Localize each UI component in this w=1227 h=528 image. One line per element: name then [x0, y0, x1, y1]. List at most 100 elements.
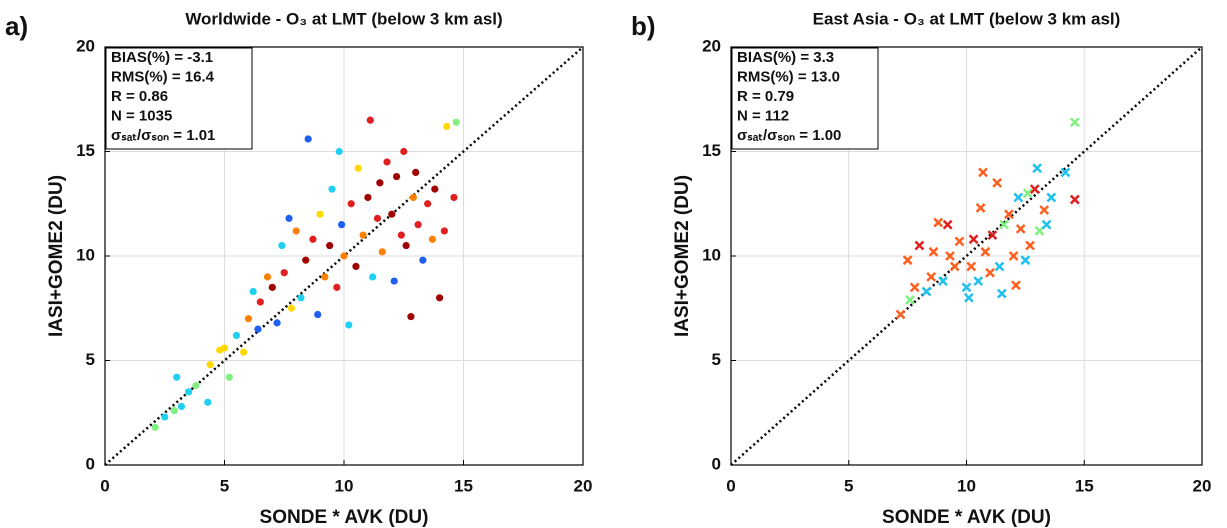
point	[1011, 280, 1021, 291]
point	[232, 331, 241, 340]
point	[902, 255, 913, 266]
point	[1029, 184, 1040, 195]
point	[938, 276, 948, 286]
x-tick-label: 0	[100, 476, 109, 495]
stats-line: BIAS(%) = 3.3	[737, 49, 834, 66]
point	[309, 235, 317, 243]
point	[335, 147, 343, 156]
point	[428, 235, 437, 243]
point	[1013, 192, 1024, 203]
point	[316, 210, 324, 218]
point	[240, 348, 248, 356]
point	[249, 287, 257, 296]
point	[431, 185, 439, 193]
point	[440, 227, 448, 235]
point	[1060, 167, 1071, 178]
point	[244, 315, 252, 323]
point	[407, 313, 415, 321]
point	[185, 388, 193, 396]
point	[292, 227, 300, 235]
point	[192, 381, 200, 390]
point	[895, 309, 906, 320]
point	[254, 325, 262, 333]
point	[390, 277, 398, 285]
y-tick-label: 20	[702, 36, 721, 55]
point	[412, 168, 420, 176]
point	[359, 231, 367, 239]
point	[151, 423, 159, 431]
y-tick-label: 15	[702, 141, 721, 160]
point	[909, 282, 920, 293]
point	[364, 193, 372, 202]
point	[273, 319, 281, 327]
stats-line: RMS(%) = 16.4	[111, 68, 215, 85]
point	[173, 373, 181, 381]
point	[1069, 117, 1080, 128]
y-tick-label: 5	[86, 350, 95, 369]
point	[321, 273, 329, 281]
y-axis-label: IASI+GOME2 (DU)	[672, 175, 693, 337]
y-axis-label: IASI+GOME2 (DU)	[46, 175, 67, 337]
panel: a) Worldwide - O₃ at LMT (below 3 km asl)…	[5, 9, 592, 528]
point	[1008, 251, 1019, 261]
x-axis-label: SONDE * AVK (DU)	[882, 507, 1051, 528]
x-tick-label: 0	[726, 476, 735, 495]
x-tick-label: 15	[454, 476, 473, 495]
plot-frame	[104, 46, 584, 466]
point	[263, 273, 272, 281]
y-tick-label: 0	[86, 454, 95, 473]
point	[933, 217, 944, 228]
x-tick-label: 10	[957, 476, 976, 495]
point	[338, 221, 346, 229]
stats-line: σₛₐₜ/σₛₒₙ = 1.01	[111, 127, 215, 144]
point	[905, 295, 915, 305]
point	[424, 200, 432, 208]
x-axis-label: SONDE * AVK (DU)	[260, 507, 429, 528]
x-tick-label: 10	[335, 476, 354, 495]
point	[409, 193, 417, 202]
point	[1015, 223, 1026, 234]
point	[302, 256, 310, 264]
point	[436, 294, 444, 302]
one-to-one-line	[104, 46, 584, 466]
point	[278, 241, 286, 250]
point	[921, 286, 932, 297]
x-tick-label: 5	[844, 476, 853, 495]
point	[999, 219, 1010, 230]
panel-label: a)	[5, 11, 28, 41]
point	[966, 261, 977, 272]
chart-title: Worldwide - O₃ at LMT (below 3 km asl)	[185, 9, 502, 28]
point	[945, 251, 955, 261]
point	[985, 267, 995, 278]
point	[388, 210, 396, 218]
point	[383, 158, 391, 166]
point	[1032, 163, 1043, 174]
point	[963, 292, 974, 303]
point	[914, 240, 925, 251]
point	[354, 164, 362, 172]
y-tick-label: 5	[712, 350, 721, 369]
point	[996, 288, 1007, 299]
point	[366, 116, 374, 124]
point	[206, 361, 214, 369]
stats-line: N = 1035	[111, 107, 172, 124]
point	[954, 236, 965, 247]
stats-line: R = 0.86	[111, 88, 168, 105]
point	[1046, 192, 1057, 203]
point	[450, 193, 458, 202]
point	[170, 407, 178, 415]
point	[414, 221, 422, 229]
point	[1020, 255, 1031, 266]
x-tick-label: 20	[1193, 476, 1212, 495]
point	[328, 185, 336, 193]
point	[280, 269, 288, 277]
point	[973, 276, 984, 286]
point	[978, 167, 988, 178]
point	[980, 246, 991, 257]
point	[177, 402, 186, 411]
point	[942, 219, 953, 230]
point	[369, 273, 377, 281]
y-tick-label: 15	[76, 141, 95, 160]
stats-line: N = 112	[737, 107, 789, 124]
